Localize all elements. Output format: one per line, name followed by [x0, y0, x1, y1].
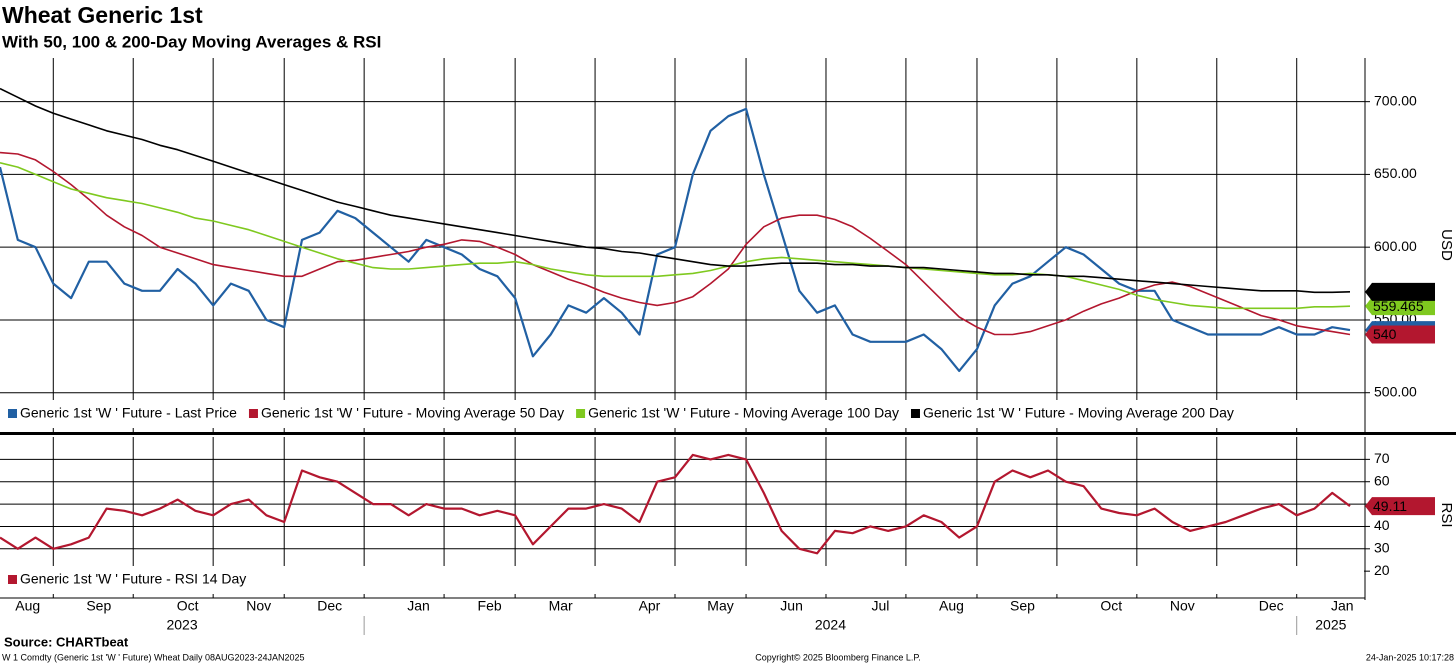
y-tick-label: 70	[1374, 450, 1390, 466]
x-tick-label: May	[707, 598, 733, 614]
x-tick-label: Jul	[871, 598, 889, 614]
end-tag	[1365, 297, 1435, 316]
y-tick-label: 60	[1374, 472, 1390, 488]
end-tag	[1365, 282, 1435, 301]
end-value-label: 559.465	[1373, 298, 1424, 314]
x-tick-label: Sep	[86, 598, 111, 614]
end-value-label: 49.11	[1373, 498, 1407, 514]
y-tick-label: 650.00	[1374, 165, 1417, 181]
timestamp: 24-Jan-2025 10:17:28	[1366, 652, 1454, 662]
x-tick-label: Dec	[317, 598, 342, 614]
x-tick-label: Mar	[549, 598, 573, 614]
year-label: 2023	[166, 617, 197, 633]
series-line	[0, 151, 1351, 336]
series-line	[0, 162, 1351, 310]
panel-divider	[0, 432, 1456, 435]
x-tick-label: Sep	[1010, 598, 1035, 614]
chart-title: Wheat Generic 1st	[2, 2, 203, 28]
x-tick-label: Jan	[1331, 598, 1354, 614]
x-tick-label: Nov	[246, 598, 271, 614]
y-tick-label: 500.00	[1374, 383, 1417, 399]
source: Source: CHARTbeat	[4, 634, 129, 649]
series-line	[0, 107, 1351, 372]
legend-label: Generic 1st 'W ' Future - Last Price	[20, 405, 237, 421]
x-tick-label: Oct	[177, 598, 199, 614]
y-tick-label: 600.00	[1374, 238, 1417, 254]
year-label: 2025	[1315, 617, 1346, 633]
end-value-label: 569.33	[1373, 284, 1416, 300]
end-tag	[1365, 497, 1435, 516]
legend-swatch	[910, 409, 920, 418]
legend-swatch	[576, 409, 586, 418]
legend-label: Generic 1st 'W ' Future - RSI 14 Day	[20, 571, 246, 587]
x-tick-label: Jan	[407, 598, 430, 614]
legend-swatch	[8, 409, 17, 418]
legend-label: Generic 1st 'W ' Future - Moving Average…	[261, 405, 564, 421]
copyright: Copyright© 2025 Bloomberg Finance L.P.	[755, 652, 921, 662]
y-tick-label: 30	[1374, 540, 1390, 556]
legend-swatch	[248, 409, 258, 418]
x-tick-label: Aug	[15, 598, 40, 614]
legend-background	[0, 566, 1364, 594]
y-axis-label: RSI	[1438, 502, 1455, 527]
y-axis-label: USD	[1438, 229, 1455, 261]
legend-swatch	[8, 575, 17, 584]
y-tick-label: 20	[1374, 562, 1390, 578]
footer-info: W 1 Comdty (Generic 1st 'W ' Future) Whe…	[2, 652, 305, 662]
x-tick-label: Jun	[780, 598, 803, 614]
x-tick-label: Nov	[1170, 598, 1195, 614]
end-tag	[1365, 325, 1435, 344]
series-line	[0, 87, 1351, 294]
legend-label: Generic 1st 'W ' Future - Moving Average…	[588, 405, 899, 421]
legend-background	[0, 400, 1364, 428]
year-label: 2024	[815, 617, 846, 633]
x-tick-label: Oct	[1100, 598, 1122, 614]
chart-subtitle: With 50, 100 & 200-Day Moving Averages &…	[2, 32, 381, 51]
x-tick-label: Apr	[639, 598, 661, 614]
series-line	[0, 453, 1351, 555]
x-tick-label: Aug	[939, 598, 964, 614]
x-tick-label: Feb	[478, 598, 502, 614]
x-tick-label: Dec	[1259, 598, 1284, 614]
end-value-label: 540	[1373, 326, 1397, 342]
y-tick-label: 700.00	[1374, 92, 1417, 108]
legend-label: Generic 1st 'W ' Future - Moving Average…	[923, 405, 1234, 421]
y-tick-label: 40	[1374, 517, 1390, 533]
